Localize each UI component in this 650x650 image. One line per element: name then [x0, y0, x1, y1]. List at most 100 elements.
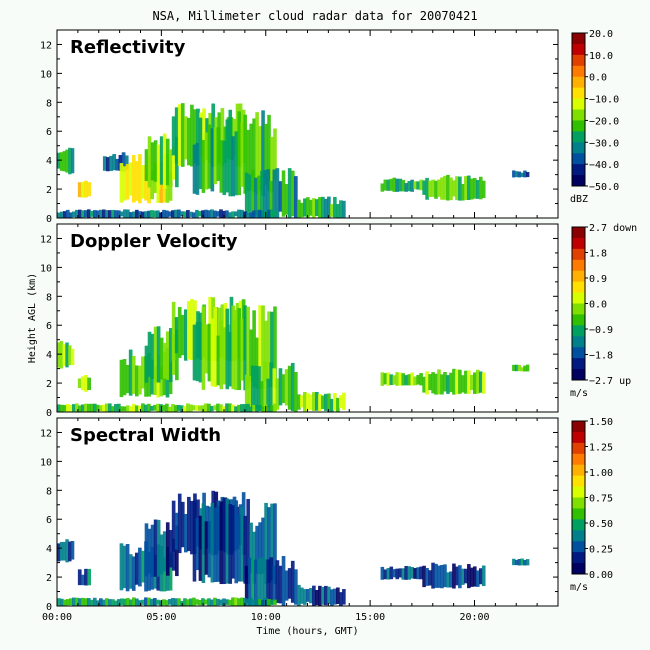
colorbar-tick-label: −10.0 [589, 95, 619, 106]
echo-cell [278, 368, 283, 406]
echo-cell [90, 403, 94, 412]
echo-cell [147, 136, 152, 188]
echo-cell [150, 142, 155, 181]
echo-cell [261, 406, 265, 412]
echo-cell [237, 404, 241, 412]
echo-cell [225, 210, 229, 218]
echo-cell [257, 366, 261, 411]
y-tick-label: 6 [46, 515, 52, 526]
colorbar-unit: m/s [570, 388, 588, 399]
panel-1: 0 2 4 6 8 10 12 Reflectivity 20.0 10.0 0.0 −10.0 −20… [40, 29, 619, 225]
echo-cell [339, 592, 343, 606]
echo-cell [189, 404, 193, 412]
echo-cell [120, 598, 124, 606]
echo-cell [324, 585, 328, 606]
echo-cell [222, 598, 226, 606]
echo-cell [159, 366, 164, 397]
echo-cell [327, 196, 331, 218]
echo-cell [470, 567, 474, 587]
echo-cell [87, 377, 91, 391]
echo-cell [255, 525, 259, 574]
colorbar-segment [572, 497, 585, 509]
echo-cell [246, 306, 250, 388]
echo-cell [147, 403, 151, 412]
echo-cell [234, 131, 239, 196]
colorbar-segment [572, 270, 585, 283]
echo-cell [475, 369, 480, 394]
echo-cell [192, 597, 196, 606]
echo-cell [111, 209, 115, 218]
echo-cell [309, 199, 313, 216]
echo-cell [392, 177, 397, 192]
echo-cell [168, 328, 173, 383]
colorbar-tick-label: −30.0 [589, 138, 619, 149]
echo-cell [159, 337, 164, 380]
echo-cell [395, 372, 400, 386]
echo-cell [407, 180, 411, 192]
echo-cell [237, 308, 242, 390]
echo-cell [228, 504, 233, 584]
echo-cell [237, 111, 242, 196]
echo-cell [473, 566, 477, 587]
echo-cell [78, 598, 82, 606]
echo-cell [246, 403, 250, 412]
echo-cell [189, 598, 193, 606]
echo-cell [410, 567, 414, 579]
echo-cell [315, 589, 319, 606]
echo-cell [63, 405, 67, 412]
colorbar-segment [572, 87, 585, 100]
echo-cell [171, 116, 176, 156]
echo-cell [93, 403, 97, 412]
echo-cell [192, 324, 197, 381]
echo-cell [416, 374, 420, 385]
echo-cell [464, 176, 468, 200]
echo-cell [333, 393, 337, 411]
echo-cell [275, 378, 280, 410]
colorbar-segment [572, 164, 585, 176]
echo-cell [186, 599, 190, 606]
echo-cell [449, 571, 453, 588]
colorbar-segment [572, 347, 585, 359]
echo-cell [60, 404, 64, 412]
echo-cell [255, 337, 259, 389]
echo-cell [231, 305, 236, 390]
echo-cell [261, 517, 265, 574]
echo-cell [269, 362, 274, 412]
echo-cell [171, 301, 176, 361]
echo-cell [458, 565, 462, 589]
echo-cell [153, 140, 158, 182]
echo-cell [243, 515, 247, 584]
echo-cell [156, 326, 161, 383]
echo-cell [147, 210, 151, 218]
echo-cell [281, 374, 286, 404]
echo-cell [249, 123, 253, 191]
echo-cell [380, 372, 385, 386]
echo-cell [150, 210, 154, 218]
echo-cell [172, 146, 176, 180]
echo-cell [198, 599, 202, 606]
y-tick-label: 2 [46, 185, 52, 196]
colorbar-tick-label: 0.25 [589, 545, 613, 556]
echo-cell [234, 597, 238, 606]
echo-cell [159, 136, 164, 185]
echo-cell [251, 365, 255, 410]
echo-cell [231, 136, 236, 197]
echo-cell [165, 600, 169, 606]
echo-cell [162, 133, 167, 189]
colorbar-segment [572, 453, 585, 466]
echo-cell [99, 598, 103, 606]
colorbar-tick-label: 10.0 [589, 51, 613, 62]
echo-cell [131, 355, 136, 394]
colorbar-segment [572, 325, 585, 337]
echo-cell [128, 554, 133, 589]
echo-cell [386, 372, 391, 386]
panel-title: Doppler Velocity [70, 231, 238, 252]
y-tick-label: 12 [40, 428, 52, 439]
echo-cell [270, 136, 274, 193]
echo-cell [59, 340, 64, 369]
echo-cell [392, 569, 397, 578]
echo-cell [135, 209, 139, 218]
echo-cell [260, 381, 264, 410]
echo-cell [437, 565, 441, 588]
